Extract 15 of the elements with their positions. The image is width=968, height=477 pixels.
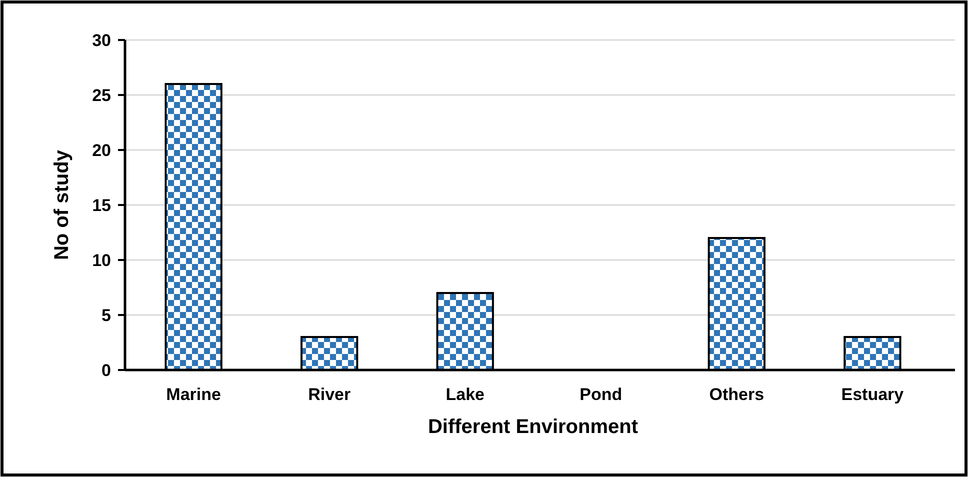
- y-tick-label: 30: [92, 30, 111, 50]
- x-tick-label: River: [308, 385, 351, 404]
- y-tick-label: 20: [92, 140, 111, 160]
- y-tick-label: 15: [92, 196, 111, 215]
- x-tick-label: Others: [709, 385, 764, 404]
- x-tick-label: Lake: [446, 385, 484, 404]
- x-tick-label: Pond: [580, 385, 622, 404]
- y-tick-label: 25: [92, 86, 111, 105]
- y-tick-label: 10: [92, 250, 111, 270]
- x-tick-label: Estuary: [841, 385, 904, 404]
- x-axis-title: Different Environment: [428, 416, 638, 438]
- x-tick-label: Marine: [166, 385, 221, 404]
- y-axis-title: No of study: [51, 149, 73, 260]
- y-tick-label: 0: [102, 360, 111, 380]
- y-tick-label: 5: [102, 306, 111, 325]
